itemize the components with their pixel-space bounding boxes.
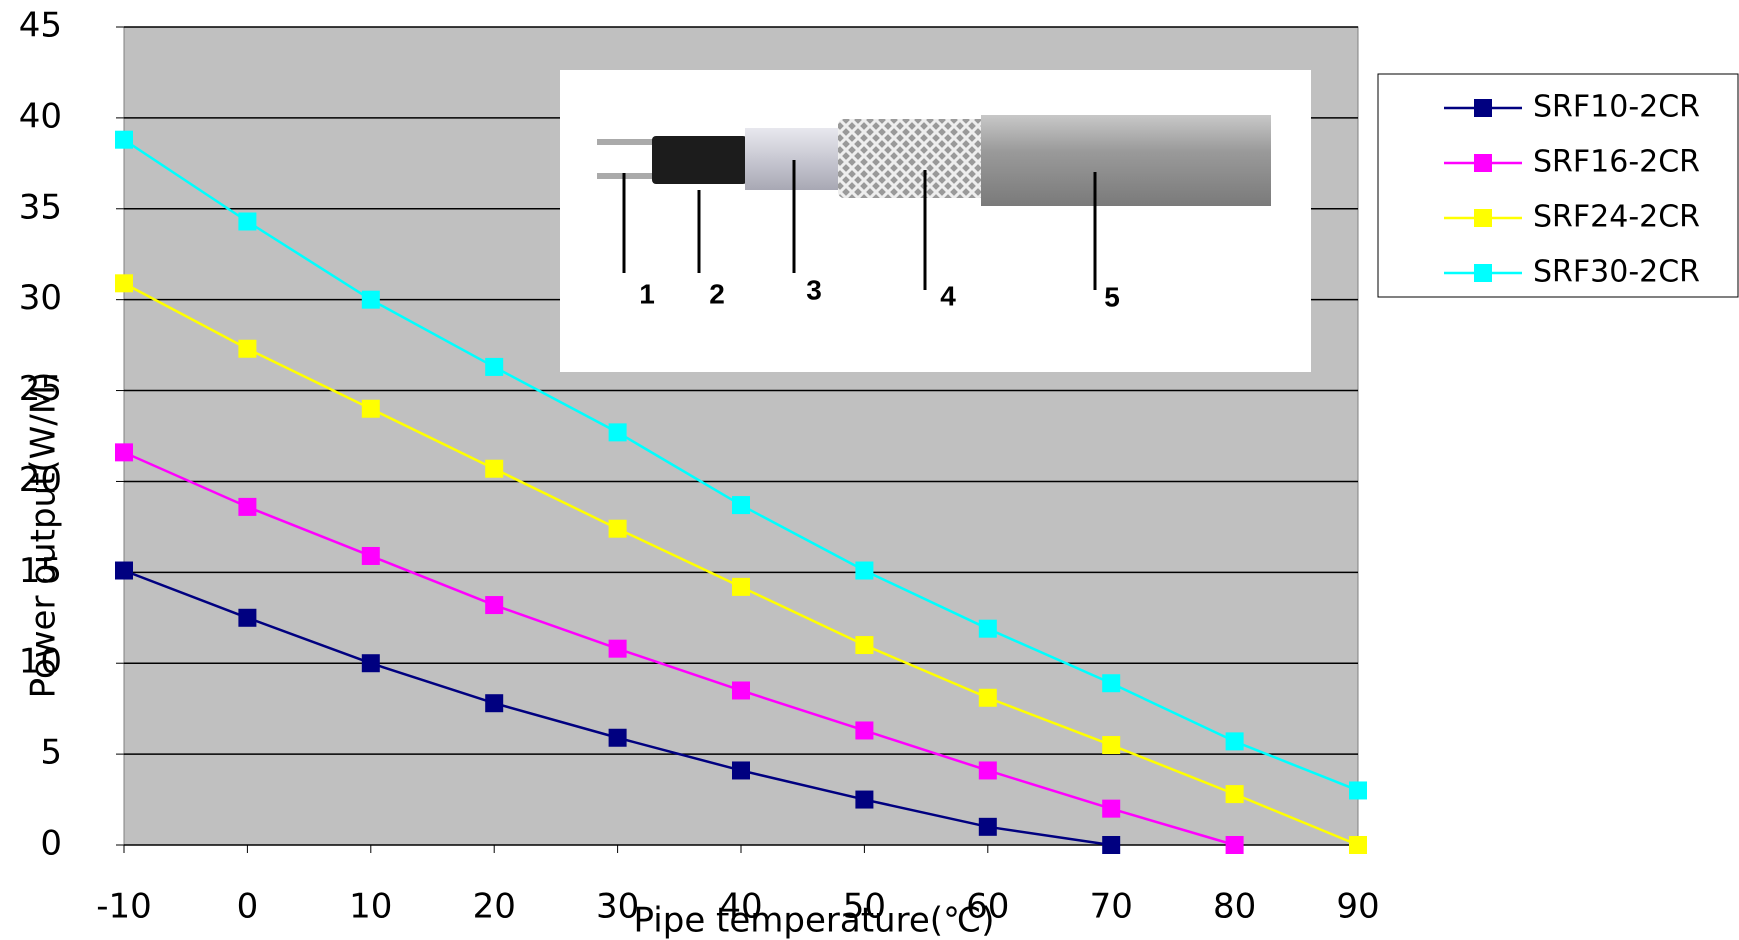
x-tick-label: 0 (237, 887, 259, 927)
x-tick-label: 10 (349, 887, 392, 927)
grid (116, 26, 1359, 853)
y-tick-label: 15 (19, 551, 62, 591)
marker (978, 761, 997, 780)
legend (1377, 73, 1739, 298)
x-tick-label: -10 (96, 887, 152, 927)
legend-marker (1474, 209, 1492, 227)
marker (238, 212, 257, 231)
x-tick-label: 70 (1090, 887, 1133, 927)
marker (361, 546, 380, 565)
y-tick-label: 30 (19, 278, 62, 318)
marker (608, 519, 627, 538)
wire (597, 139, 659, 145)
marker (1102, 674, 1121, 693)
marker (1225, 836, 1244, 854)
marker (608, 728, 627, 747)
series (115, 130, 1367, 854)
legend-label: SRF24-2CR (1533, 200, 1700, 235)
y-axis-label: Power output(W/M) (24, 372, 64, 699)
x-tick-label: 40 (719, 887, 762, 927)
marker (115, 443, 133, 462)
marker (115, 130, 133, 149)
marker (1349, 781, 1367, 800)
marker (978, 619, 997, 638)
marker (115, 274, 133, 293)
outer-jacket (981, 115, 1271, 206)
legend-marker (1474, 154, 1492, 172)
marker (361, 399, 380, 418)
marker (1102, 799, 1121, 818)
series-line (123, 451, 1235, 847)
annotation: 4 (940, 280, 956, 311)
annotation: 1 (639, 278, 655, 309)
legend-label: SRF16-2CR (1533, 145, 1700, 180)
marker (978, 817, 997, 836)
x-tick-label: 80 (1213, 887, 1256, 927)
wire (597, 173, 659, 179)
marker (1102, 736, 1121, 755)
y-tick-label: 25 (19, 369, 62, 409)
marker (1225, 785, 1244, 804)
marker (608, 639, 627, 658)
legend-marker (1474, 99, 1492, 117)
marker (361, 654, 380, 673)
y-tick-label: 45 (19, 6, 62, 46)
annotation: 5 (1104, 281, 1120, 312)
annotation: 3 (806, 274, 822, 305)
x-tick-label: 90 (1336, 887, 1379, 927)
marker (238, 608, 257, 627)
x-tick-label: 30 (596, 887, 639, 927)
marker (732, 577, 750, 596)
y-tick-label: 20 (19, 460, 62, 500)
marker (855, 790, 874, 809)
y-tick-label: 40 (19, 96, 62, 136)
jacket (745, 128, 848, 190)
marker (238, 497, 257, 516)
marker (1349, 836, 1367, 854)
marker (115, 561, 133, 580)
y-tick-label: 0 (40, 824, 62, 864)
y-tick-label: 35 (19, 187, 62, 227)
annotation: 2 (709, 278, 725, 309)
y-tick-label: 10 (19, 642, 62, 682)
core (652, 136, 747, 184)
marker (732, 681, 750, 700)
marker (485, 596, 504, 615)
marker (855, 721, 874, 740)
marker (485, 694, 504, 713)
legend-marker (1474, 264, 1492, 282)
marker (485, 459, 504, 478)
marker (1225, 732, 1244, 751)
y-tick-label: 5 (40, 733, 62, 773)
x-axis-label: Pipe temperature(℃) (634, 901, 995, 940)
marker (608, 423, 627, 442)
marker (732, 761, 750, 780)
marker (732, 496, 750, 515)
cable-image: 1 2 3 4 5 (560, 70, 1311, 372)
x-tick-label: 60 (966, 887, 1009, 927)
marker (361, 290, 380, 309)
braid (838, 119, 986, 198)
marker (855, 561, 874, 580)
marker (238, 339, 257, 358)
x-tick-label: 20 (473, 887, 516, 927)
marker (978, 688, 997, 707)
marker (855, 636, 874, 655)
legend-label: SRF10-2CR (1533, 90, 1700, 125)
x-tick-label: 50 (843, 887, 886, 927)
legend-label: SRF30-2CR (1533, 255, 1700, 290)
marker (485, 357, 504, 376)
marker (1102, 836, 1121, 854)
